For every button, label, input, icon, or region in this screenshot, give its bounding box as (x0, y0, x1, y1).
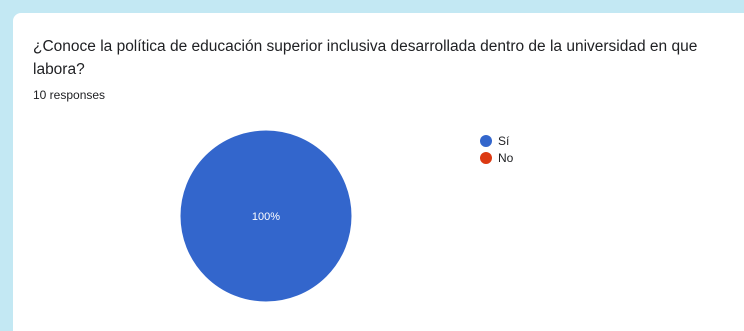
legend-swatch-si (480, 134, 492, 147)
pie-chart: 100% (179, 129, 353, 303)
legend-item-si: Sí (480, 132, 513, 149)
chart-legend: Sí No (480, 132, 513, 166)
question-title: ¿Conoce la política de educación superio… (33, 38, 698, 78)
pie-label-s: 100% (252, 211, 280, 223)
response-count: 10 responses (33, 88, 106, 102)
legend-label-no: No (498, 150, 514, 165)
pie-slice-s (179, 129, 353, 303)
legend-swatch-no (480, 151, 492, 164)
legend-item-no: No (480, 149, 513, 166)
question-card: ¿Conoce la política de educación superio… (13, 13, 744, 331)
legend-label-si: Sí (498, 133, 510, 148)
